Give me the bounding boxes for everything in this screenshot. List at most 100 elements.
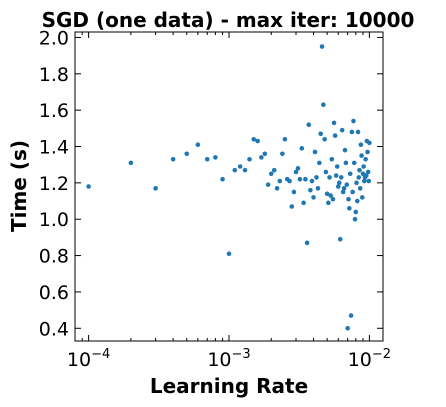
data-point — [299, 146, 305, 151]
data-point — [351, 160, 357, 166]
data-point — [226, 251, 232, 257]
data-point — [352, 216, 358, 222]
data-point — [327, 175, 332, 180]
data-point — [366, 178, 372, 184]
data-point — [340, 189, 346, 195]
data-point — [354, 198, 360, 204]
data-point — [339, 127, 345, 133]
y-tick-label: 0.4 — [39, 318, 69, 340]
data-point — [265, 182, 271, 187]
data-point — [195, 142, 201, 147]
data-point — [347, 206, 352, 211]
y-tick-label: 2.0 — [39, 27, 69, 49]
data-point — [356, 175, 362, 180]
y-tick-label: 1.2 — [39, 173, 69, 195]
data-point — [280, 151, 285, 157]
data-point — [323, 169, 329, 175]
data-point — [293, 169, 299, 175]
data-point — [204, 156, 210, 162]
data-point — [268, 171, 274, 177]
data-point — [251, 136, 257, 142]
data-point — [289, 204, 295, 209]
data-point — [367, 140, 372, 146]
data-point — [153, 186, 158, 191]
data-point — [330, 196, 336, 202]
y-tick-label: 1.8 — [39, 64, 69, 86]
data-point — [319, 44, 325, 49]
data-point — [357, 167, 362, 173]
data-point — [291, 189, 297, 195]
data-point — [232, 167, 238, 173]
x-axis-ticks: 10−4 10−3 10−2 — [67, 32, 391, 371]
data-point — [345, 325, 350, 331]
data-point — [346, 196, 351, 202]
y-axis-ticks: 0.4 0.6 0.8 1.0 1.2 1.4 1.6 1.8 2.0 — [39, 27, 383, 340]
data-point — [259, 155, 264, 160]
data-point — [311, 195, 316, 200]
data-point — [361, 164, 366, 169]
data-point — [247, 156, 252, 162]
data-point — [363, 156, 368, 162]
data-points — [86, 44, 372, 331]
data-point — [341, 186, 347, 191]
data-point — [309, 178, 315, 184]
data-point — [328, 193, 333, 198]
data-point — [277, 178, 283, 184]
data-point — [348, 313, 354, 318]
data-point — [322, 136, 327, 142]
data-point — [86, 184, 91, 189]
data-point — [318, 131, 324, 137]
data-point — [213, 155, 218, 160]
data-point — [314, 175, 319, 180]
data-point — [355, 129, 361, 135]
y-axis-label: Time (s) — [7, 140, 31, 232]
chart-title: SGD (one data) - max iter: 10000 — [42, 8, 415, 32]
data-point — [362, 178, 367, 184]
data-point — [350, 189, 355, 195]
data-point — [331, 120, 337, 126]
data-point — [282, 136, 288, 142]
data-point — [317, 160, 322, 166]
data-point — [349, 129, 355, 135]
data-point — [363, 173, 369, 178]
data-point — [312, 149, 318, 155]
data-point — [301, 200, 306, 206]
data-point — [242, 167, 248, 173]
data-point — [347, 171, 353, 177]
data-point — [321, 102, 326, 108]
x-tick-label: 10−3 — [207, 347, 250, 371]
data-point — [333, 173, 339, 178]
y-tick-label: 1.4 — [39, 137, 69, 159]
y-tick-label: 1.0 — [39, 209, 69, 231]
data-point — [297, 176, 303, 182]
data-point — [359, 195, 365, 200]
data-point — [357, 186, 363, 191]
data-point — [170, 156, 176, 162]
data-point — [237, 164, 243, 169]
data-point — [274, 186, 280, 191]
x-tick-label: 10−4 — [67, 347, 110, 371]
data-point — [315, 186, 321, 191]
y-tick-label: 1.6 — [39, 100, 69, 122]
data-point — [359, 153, 364, 158]
data-point — [128, 160, 134, 166]
data-point — [304, 240, 310, 246]
data-point — [354, 180, 359, 186]
data-point — [335, 184, 341, 189]
data-point — [358, 142, 364, 147]
data-point — [287, 178, 292, 184]
data-point — [271, 167, 277, 173]
data-point — [342, 147, 348, 153]
data-point — [332, 133, 338, 138]
data-point — [334, 164, 340, 169]
data-point — [338, 175, 344, 180]
data-point — [220, 176, 225, 182]
data-point — [295, 166, 301, 171]
data-point — [324, 191, 330, 197]
data-point — [365, 149, 370, 155]
data-point — [353, 209, 359, 215]
data-point — [326, 200, 331, 206]
x-axis-label: Learning Rate — [150, 374, 308, 398]
data-point — [262, 151, 268, 157]
